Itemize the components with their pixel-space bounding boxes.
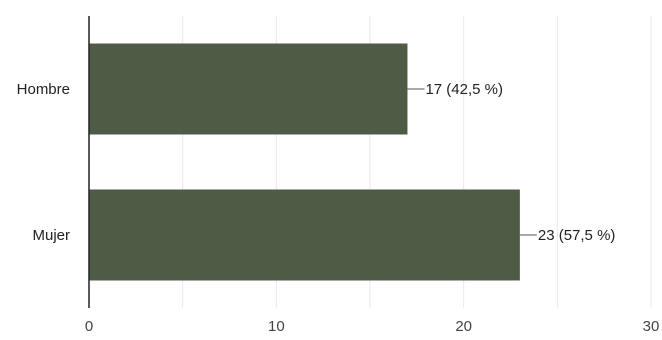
data-label: 17 (42,5 %) [425, 81, 503, 98]
data-label: 23 (57,5 %) [538, 227, 616, 244]
x-tick-label: 20 [455, 318, 472, 335]
category-label: Hombre [17, 81, 70, 98]
category-label: Mujer [32, 227, 70, 244]
bar-hombre [89, 43, 408, 135]
bar-mujer [89, 189, 520, 281]
bars [89, 43, 520, 281]
labels: Hombre 17 (42,5 %) Mujer 23 (57,5 %) 0 10 20 30 [17, 81, 660, 335]
x-tick-label: 30 [643, 318, 660, 335]
x-tick-label: 0 [85, 318, 93, 335]
x-tick-label: 10 [268, 318, 285, 335]
